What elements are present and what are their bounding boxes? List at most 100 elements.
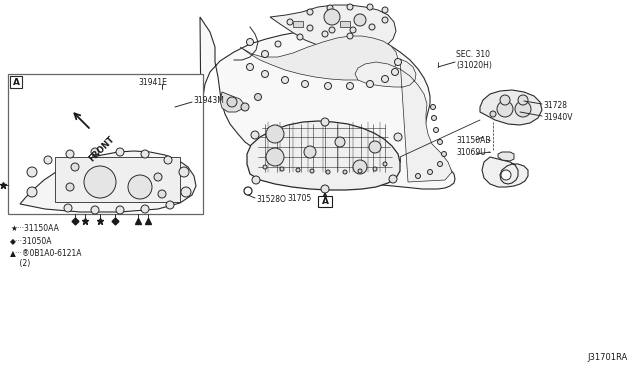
Text: 31943M: 31943M	[193, 96, 224, 105]
Circle shape	[394, 58, 401, 65]
Circle shape	[128, 175, 152, 199]
Circle shape	[324, 9, 340, 25]
Circle shape	[166, 201, 174, 209]
Circle shape	[181, 187, 191, 197]
Circle shape	[27, 187, 37, 197]
Circle shape	[282, 77, 289, 83]
Text: FRONT: FRONT	[87, 134, 116, 163]
Circle shape	[71, 163, 79, 171]
Circle shape	[244, 187, 252, 195]
Circle shape	[287, 19, 293, 25]
Bar	[293, 21, 303, 27]
Text: (2): (2)	[10, 259, 30, 268]
Circle shape	[252, 176, 260, 184]
Polygon shape	[270, 5, 396, 52]
Text: ▲···®0B1A0-6121A: ▲···®0B1A0-6121A	[10, 248, 83, 257]
Circle shape	[297, 34, 303, 40]
Circle shape	[116, 148, 124, 156]
Polygon shape	[140, 102, 176, 126]
Circle shape	[296, 168, 300, 172]
Text: 31940V: 31940V	[543, 112, 573, 122]
Circle shape	[91, 206, 99, 214]
Circle shape	[369, 141, 381, 153]
Polygon shape	[480, 90, 542, 125]
Circle shape	[301, 80, 308, 87]
Circle shape	[415, 173, 420, 179]
Polygon shape	[20, 151, 196, 212]
Circle shape	[141, 205, 149, 213]
Circle shape	[373, 167, 377, 171]
Circle shape	[383, 162, 387, 166]
Circle shape	[438, 140, 442, 144]
Circle shape	[154, 173, 162, 181]
Circle shape	[66, 150, 74, 158]
Polygon shape	[150, 89, 174, 109]
Circle shape	[275, 41, 281, 47]
Circle shape	[64, 204, 72, 212]
Circle shape	[515, 101, 531, 117]
Circle shape	[501, 170, 511, 180]
Circle shape	[307, 9, 313, 15]
Circle shape	[263, 165, 267, 169]
Circle shape	[27, 167, 37, 177]
Circle shape	[382, 7, 388, 13]
Circle shape	[354, 14, 366, 26]
Circle shape	[392, 68, 399, 76]
Bar	[318, 196, 332, 207]
Circle shape	[324, 83, 332, 90]
Circle shape	[431, 115, 436, 121]
Polygon shape	[240, 36, 398, 80]
Circle shape	[382, 17, 388, 23]
Circle shape	[335, 137, 345, 147]
Circle shape	[500, 95, 510, 105]
Circle shape	[158, 190, 166, 198]
Polygon shape	[200, 17, 455, 189]
Circle shape	[358, 169, 362, 173]
Circle shape	[84, 166, 116, 198]
Circle shape	[438, 161, 442, 167]
Circle shape	[251, 131, 259, 139]
Text: 31069U: 31069U	[456, 148, 486, 157]
Bar	[8, 74, 203, 214]
Circle shape	[322, 31, 328, 37]
Circle shape	[304, 146, 316, 158]
Circle shape	[326, 170, 330, 174]
Polygon shape	[482, 157, 528, 187]
Circle shape	[266, 148, 284, 166]
Text: 31150AB: 31150AB	[456, 135, 490, 144]
Circle shape	[518, 95, 528, 105]
Circle shape	[381, 76, 388, 83]
Text: A: A	[321, 196, 328, 205]
Circle shape	[389, 175, 397, 183]
Polygon shape	[247, 121, 400, 190]
Circle shape	[262, 71, 269, 77]
Circle shape	[497, 101, 513, 117]
Circle shape	[343, 170, 347, 174]
Bar	[340, 21, 350, 27]
Circle shape	[44, 156, 52, 164]
Circle shape	[262, 51, 269, 58]
Circle shape	[353, 160, 367, 174]
Circle shape	[91, 148, 99, 156]
Circle shape	[255, 93, 262, 100]
Circle shape	[394, 133, 402, 141]
Circle shape	[490, 111, 496, 117]
Circle shape	[266, 125, 284, 143]
Text: 31705: 31705	[288, 194, 312, 203]
Polygon shape	[498, 152, 514, 161]
Circle shape	[116, 206, 124, 214]
Text: J31701RA: J31701RA	[588, 353, 628, 362]
Text: SEC. 310
(31020H): SEC. 310 (31020H)	[456, 50, 492, 70]
Circle shape	[367, 4, 373, 10]
Circle shape	[157, 92, 167, 102]
Text: ◆···31050A: ◆···31050A	[10, 236, 52, 245]
Circle shape	[307, 25, 313, 31]
Circle shape	[431, 105, 435, 109]
Circle shape	[367, 80, 374, 87]
Text: 31728: 31728	[543, 100, 567, 109]
Circle shape	[347, 33, 353, 39]
Circle shape	[280, 167, 284, 171]
Circle shape	[329, 27, 335, 33]
Bar	[10, 76, 22, 88]
Circle shape	[141, 150, 149, 158]
